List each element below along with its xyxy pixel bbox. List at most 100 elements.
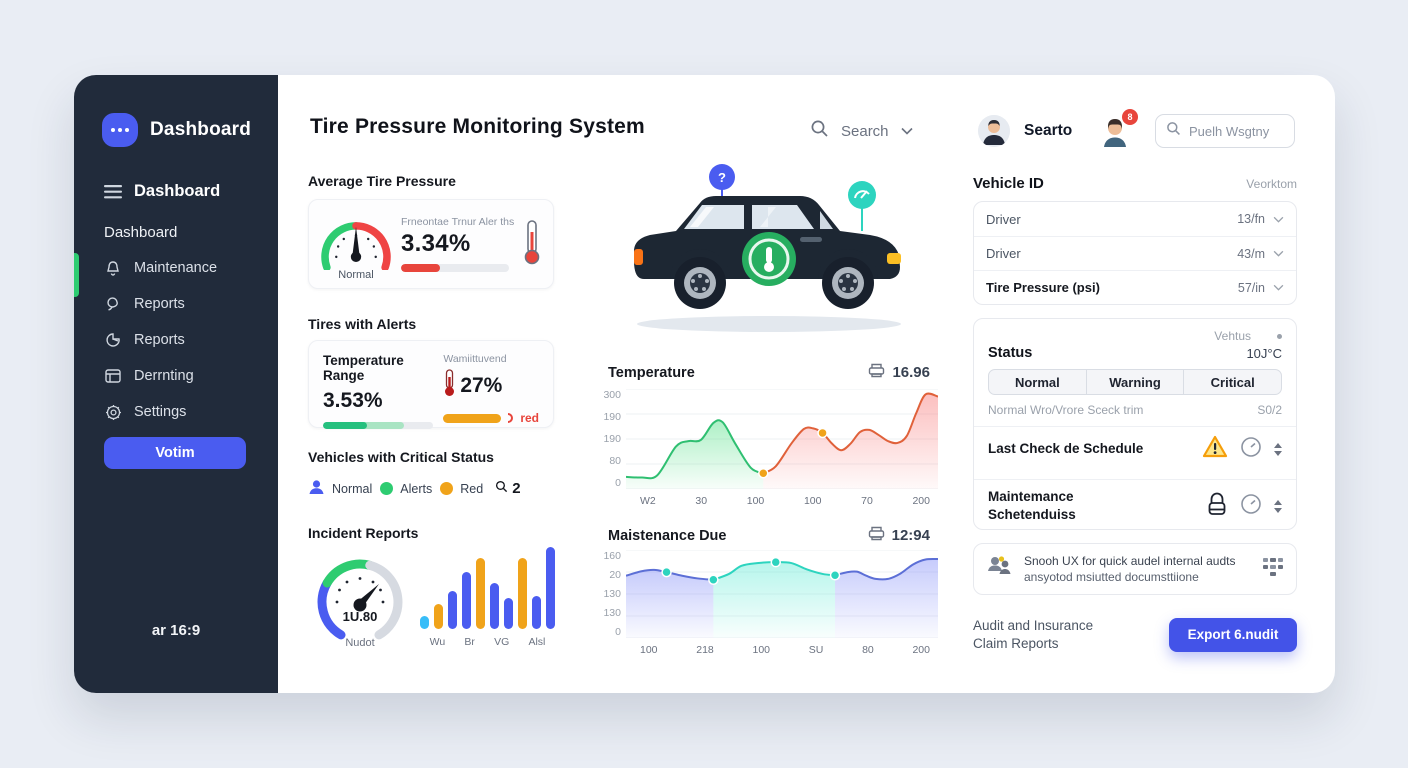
- grid-icon[interactable]: [1262, 557, 1284, 582]
- last-check-title: Last Check de Schedule: [988, 440, 1144, 456]
- sidebar-item-label: Maintenance: [134, 260, 218, 276]
- legend-red: Red: [440, 482, 483, 496]
- sidebar-item-maintenance[interactable]: Maintenance: [74, 250, 278, 286]
- row-value: 43/m: [1237, 246, 1265, 261]
- clock-icon[interactable]: [1240, 493, 1262, 520]
- incident-bar: [434, 604, 443, 629]
- temperature-range-value: 3.53%: [323, 389, 383, 412]
- maintenance-schedule-row[interactable]: Maintemance Schetenduiss: [974, 479, 1296, 531]
- count-value: 2: [512, 480, 521, 497]
- gear-icon: [104, 403, 122, 421]
- maintenance-chart-value: 12:94: [868, 526, 930, 545]
- sidebar-item-reports-1[interactable]: Reports: [74, 286, 278, 322]
- sidebar-item-label: Dashboard: [134, 182, 221, 200]
- search-icon: [495, 480, 508, 497]
- tab-critical[interactable]: Critical: [1183, 370, 1281, 394]
- chart-value-text: 12:94: [891, 527, 930, 544]
- maintenance-schedule-title: Maintemance Schetenduiss: [988, 489, 1076, 523]
- tab-warning[interactable]: Warning: [1085, 370, 1184, 394]
- vehicle-illustration: ?: [604, 161, 934, 339]
- audit-note-card: Snooh UX for quick audel internal audts …: [973, 543, 1297, 595]
- critical-status-legend: Normal Alerts Red 2: [308, 479, 554, 498]
- header-user[interactable]: Searto: [978, 115, 1072, 147]
- chevron-down-icon[interactable]: [1273, 216, 1284, 223]
- sidebar-item-reports-2[interactable]: Reports: [74, 322, 278, 358]
- incident-bar: [490, 583, 499, 629]
- sidebar-item-derrnting[interactable]: Derrnting: [74, 358, 278, 394]
- logo-title: Dashboard: [150, 119, 252, 140]
- gauge-label: Normal: [338, 268, 374, 281]
- chevron-down-icon: [900, 122, 913, 140]
- header-search-box[interactable]: [1155, 114, 1295, 148]
- row-label: Driver: [986, 246, 1021, 261]
- tire-pressure-row[interactable]: Tire Pressure (psi) 57/in: [974, 270, 1296, 304]
- maintenance-chart-title: Maistenance Due: [608, 527, 727, 544]
- status-note-value: S0/2: [1257, 403, 1282, 417]
- thermometer-icon: [521, 218, 543, 271]
- vehicle-id-title: Vehicle ID: [973, 175, 1044, 192]
- sidebar-item-label: Derrnting: [134, 368, 194, 384]
- legend-normal: Normal: [308, 479, 372, 498]
- sidebar-item-label: Reports: [134, 332, 185, 348]
- status-corner-label: Vehtus: [1214, 329, 1251, 343]
- chevron-down-icon[interactable]: [1273, 284, 1284, 291]
- incident-reports-block: 1U.80 Nudot Wu Br VG Alsl: [308, 547, 555, 655]
- printer-icon: [868, 363, 885, 382]
- sidebar-item-label: Reports: [134, 296, 185, 312]
- temperature-chart: 300 190 190 80 0 W2 30 100 100 70 200: [600, 388, 939, 507]
- printer-icon: [868, 526, 885, 545]
- temperature-range-label: Temperature Range: [323, 353, 404, 383]
- tires-alerts-card: Temperature Range 3.53% Wamiittuvend 27%: [308, 340, 554, 429]
- legend-label: Normal: [332, 481, 373, 496]
- driver-row-1[interactable]: Driver 13/fn: [974, 202, 1296, 236]
- export-audit-button[interactable]: Export 6.nudit: [1169, 617, 1297, 652]
- search-input[interactable]: [1189, 123, 1285, 139]
- maintenance-chart: 160 20 130 130 0 100 218 100 SU 80 200: [600, 549, 939, 656]
- sidebar-item-label: Settings: [134, 404, 187, 420]
- status-dot-icon: [1277, 333, 1282, 339]
- app-window: Dashboard Dashboard Dashboard Maintenanc…: [74, 75, 1335, 693]
- sidebar-nav: Dashboard Dashboard Maintenance Reports: [74, 173, 278, 430]
- incident-bar: [532, 596, 541, 629]
- stepper-icon[interactable]: [1274, 499, 1282, 513]
- incident-bar: [420, 615, 429, 629]
- incident-gauge: 1U.80 Nudot: [308, 547, 412, 655]
- lock-icon: [1206, 491, 1228, 522]
- bell-icon: [104, 259, 122, 277]
- last-check-row[interactable]: Last Check de Schedule: [974, 426, 1296, 470]
- warning-triangle-icon: [1202, 435, 1228, 463]
- temperature-chart-value: 16.96: [868, 363, 930, 382]
- app-logo[interactable]: Dashboard: [102, 113, 251, 147]
- avg-pressure-value: 3.34%: [401, 230, 471, 257]
- tab-normal[interactable]: Normal: [1014, 374, 1060, 390]
- note-line-1: Snooh UX for quick audel internal audts: [1024, 553, 1236, 568]
- header-search-menu[interactable]: Search: [810, 119, 913, 143]
- chevron-down-icon[interactable]: [1273, 250, 1284, 257]
- orange-dot-icon: [440, 482, 454, 495]
- page-title: Tire Pressure Monitoring System: [310, 115, 645, 138]
- incident-bar-chart: Wu Br VG Alsl: [412, 547, 555, 655]
- orange-progress: [443, 413, 502, 423]
- row-value: 57/in: [1237, 280, 1265, 295]
- row-value: 13/fn: [1237, 212, 1265, 226]
- user-name: Searto: [1024, 122, 1073, 139]
- notification-avatar[interactable]: 8: [1098, 109, 1138, 149]
- status-note: Normal Wro/Vrore Sceck trim: [988, 403, 1144, 417]
- driver-row-2[interactable]: Driver 43/m: [974, 236, 1296, 270]
- hamburger-icon[interactable]: [104, 183, 122, 201]
- clock-icon[interactable]: [1240, 436, 1262, 463]
- card-table-icon: [104, 367, 122, 385]
- sidebar-item-dashboard[interactable]: Dashboard: [74, 215, 278, 250]
- status-tabs: Normal Warning Critical: [988, 369, 1282, 395]
- status-panel: Vehtus Status 10J°C Normal Warning Criti…: [973, 318, 1297, 530]
- stepper-icon[interactable]: [1274, 442, 1282, 456]
- row-label: Tire Pressure (psi): [986, 280, 1100, 295]
- sidebar-item-settings[interactable]: Settings: [74, 394, 278, 430]
- temperature-chart-title: Temperature: [608, 364, 695, 381]
- sidebar-action-button[interactable]: Votim: [104, 437, 246, 469]
- right-column: Vehicle ID Veorktom Driver 13/fn Driver …: [973, 75, 1297, 693]
- warning-value: 27%: [460, 373, 503, 397]
- sidebar-item-dashboard-main[interactable]: Dashboard: [74, 173, 278, 215]
- logo-icon: [102, 113, 138, 147]
